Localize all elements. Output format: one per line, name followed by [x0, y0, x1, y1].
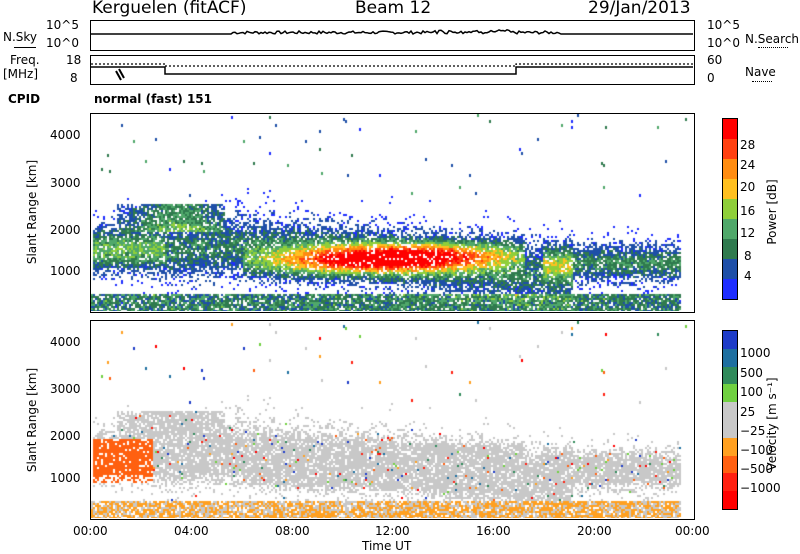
xaxis-label: Time UT: [362, 539, 412, 553]
freq-panel: [90, 55, 695, 85]
power-cb-label: Power [dB]: [765, 179, 779, 245]
xtick-3: 12:00: [375, 524, 410, 538]
noise-trace: [91, 28, 693, 35]
nsky-line: [14, 47, 36, 48]
freq-label: Freq.: [10, 53, 40, 67]
nsky-label: N.Sky: [3, 30, 38, 44]
freq-trace: [91, 63, 693, 81]
vel-cb-label: Velocity [m s⁻¹]: [765, 377, 779, 471]
power-cb-tick-6: 4: [744, 269, 752, 283]
nave-line: [752, 81, 772, 82]
noise-bottom-right: 10^0: [707, 36, 740, 50]
vel-cb-tick-1: 500: [740, 366, 763, 380]
power-heatmap: [91, 114, 693, 311]
vel-cb-tick-5: −100: [740, 443, 773, 457]
power-yaxis-label: Slant Range [km]: [25, 159, 39, 265]
noise-bottom-left: 10^0: [46, 36, 79, 50]
date-title: 29/Jan/2013: [588, 0, 691, 18]
velocity-colorbar: [722, 330, 738, 510]
vel-ytick-4000: 4000: [50, 335, 81, 349]
power-ytick-3000: 3000: [50, 176, 81, 190]
vel-cb-tick-6: −500: [740, 462, 773, 476]
velocity-panel: [90, 320, 695, 520]
power-cb-tick-1: 24: [740, 158, 756, 172]
noise-top-right: 10^5: [707, 18, 740, 32]
freq-bottom: 8: [70, 71, 78, 85]
velocity-heatmap: [91, 321, 693, 518]
cpid-value: normal (fast) 151: [94, 92, 212, 106]
vel-ytick-1000: 1000: [50, 471, 81, 485]
vel-ytick-3000: 3000: [50, 382, 81, 396]
power-panel: [90, 113, 695, 313]
xtick-6: 00:00: [675, 524, 710, 538]
power-ytick-2000: 2000: [50, 223, 81, 237]
xtick-0: 00:00: [73, 524, 108, 538]
vel-cb-tick-4: −25: [740, 424, 766, 438]
vel-cb-tick-0: 1000: [740, 346, 771, 360]
xtick-4: 16:00: [476, 524, 511, 538]
cpid-label: CPID: [8, 92, 41, 106]
power-cb-tick-5: 8: [744, 249, 752, 263]
noise-panel: [90, 20, 695, 51]
noise-top-left: 10^5: [46, 18, 79, 32]
vel-cb-tick-7: −1000: [740, 481, 781, 495]
station-title: Kerguelen (fitACF): [92, 0, 247, 18]
nsearch-line: [758, 47, 788, 48]
nave-top: 60: [707, 53, 723, 67]
vel-ytick-2000: 2000: [50, 429, 81, 443]
beam-title: Beam 12: [355, 0, 432, 18]
xtick-1: 04:00: [174, 524, 209, 538]
power-ytick-1000: 1000: [50, 264, 81, 278]
power-colorbar: [722, 118, 738, 300]
velocity-yaxis-label: Slant Range [km]: [25, 367, 39, 473]
nave-label: Nave: [745, 65, 776, 79]
freq-unit-label: [MHz]: [3, 67, 39, 81]
nave-bottom: 0: [707, 71, 715, 85]
power-cb-tick-3: 16: [740, 204, 756, 218]
xtick-2: 08:00: [275, 524, 310, 538]
power-ytick-4000: 4000: [50, 128, 81, 142]
nsearch-label: N.Search: [745, 32, 800, 46]
power-cb-tick-4: 12: [740, 226, 756, 240]
vel-cb-tick-3: 25: [740, 405, 756, 419]
power-cb-tick-0: 28: [740, 138, 756, 152]
xtick-5: 20:00: [577, 524, 612, 538]
freq-top: 18: [66, 53, 82, 67]
power-cb-tick-2: 20: [740, 180, 756, 194]
vel-cb-tick-2: 100: [740, 385, 763, 399]
